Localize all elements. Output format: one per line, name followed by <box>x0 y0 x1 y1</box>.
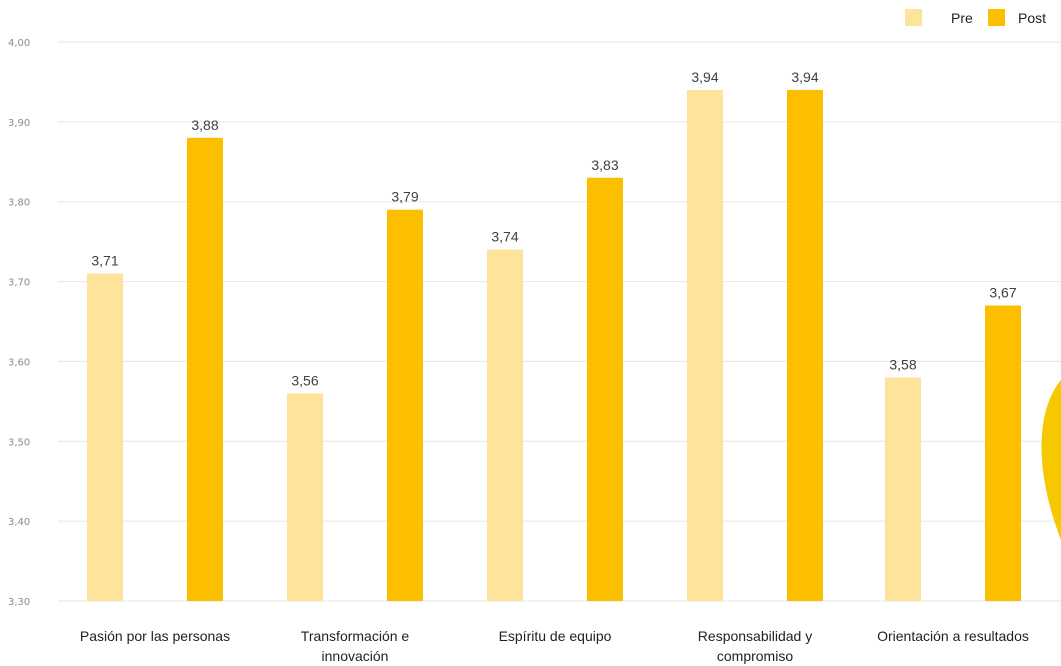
y-tick-label: 3,40 <box>8 517 30 528</box>
legend-label-post: Post <box>1018 10 1046 26</box>
category-label: Orientación a resultados <box>877 628 1029 644</box>
x-axis-categories: Pasión por las personas Transformación e i… <box>80 628 1029 664</box>
category-label: Responsabilidad y <box>698 628 812 644</box>
legend: Pre Post <box>905 9 1046 26</box>
y-axis-ticks: 3,30 3,40 3,50 3,60 3,70 3,80 3,90 4,00 <box>8 38 30 608</box>
data-labels: 3,71 3,56 3,74 3,94 3,58 3,88 3,79 3,83 3,94 3,67 <box>91 69 1016 388</box>
data-label: 3,94 <box>791 69 818 85</box>
data-label: 3,58 <box>889 356 916 372</box>
bar-post <box>387 209 423 601</box>
bar-pre <box>885 377 921 601</box>
y-tick-label: 4,00 <box>8 38 30 49</box>
legend-label-pre: Pre <box>951 10 973 26</box>
category-label: innovación <box>322 648 389 664</box>
y-tick-label: 3,50 <box>8 437 30 448</box>
y-tick-label: 3,80 <box>8 198 30 209</box>
bar-post <box>985 305 1021 601</box>
data-label: 3,94 <box>691 69 718 85</box>
bar-post <box>187 137 223 602</box>
data-label: 3,88 <box>191 117 218 133</box>
bar-post <box>787 89 823 602</box>
decorative-yellow-shape <box>1041 380 1061 540</box>
category-label: compromiso <box>717 648 793 664</box>
bar-pre <box>687 89 723 602</box>
y-tick-label: 3,90 <box>8 118 30 129</box>
data-label: 3,83 <box>591 157 618 173</box>
y-tick-label: 3,60 <box>8 357 30 368</box>
data-label: 3,71 <box>91 253 118 269</box>
category-label: Espíritu de equipo <box>499 628 612 644</box>
gridlines <box>58 41 1061 602</box>
category-label: Pasión por las personas <box>80 628 230 644</box>
bars <box>87 89 1021 602</box>
data-label: 3,79 <box>391 189 418 205</box>
bar-post <box>587 177 623 601</box>
y-tick-label: 3,70 <box>8 278 30 289</box>
data-label: 3,67 <box>989 285 1016 301</box>
y-tick-label: 3,30 <box>8 597 30 608</box>
data-label: 3,56 <box>291 372 318 388</box>
bar-pre <box>287 393 323 601</box>
data-label: 3,74 <box>491 229 518 245</box>
legend-swatch-post <box>988 9 1005 26</box>
category-label: Transformación e <box>301 628 410 644</box>
legend-swatch-pre <box>905 9 922 26</box>
bar-pre <box>487 249 523 601</box>
bar-pre <box>87 273 123 601</box>
